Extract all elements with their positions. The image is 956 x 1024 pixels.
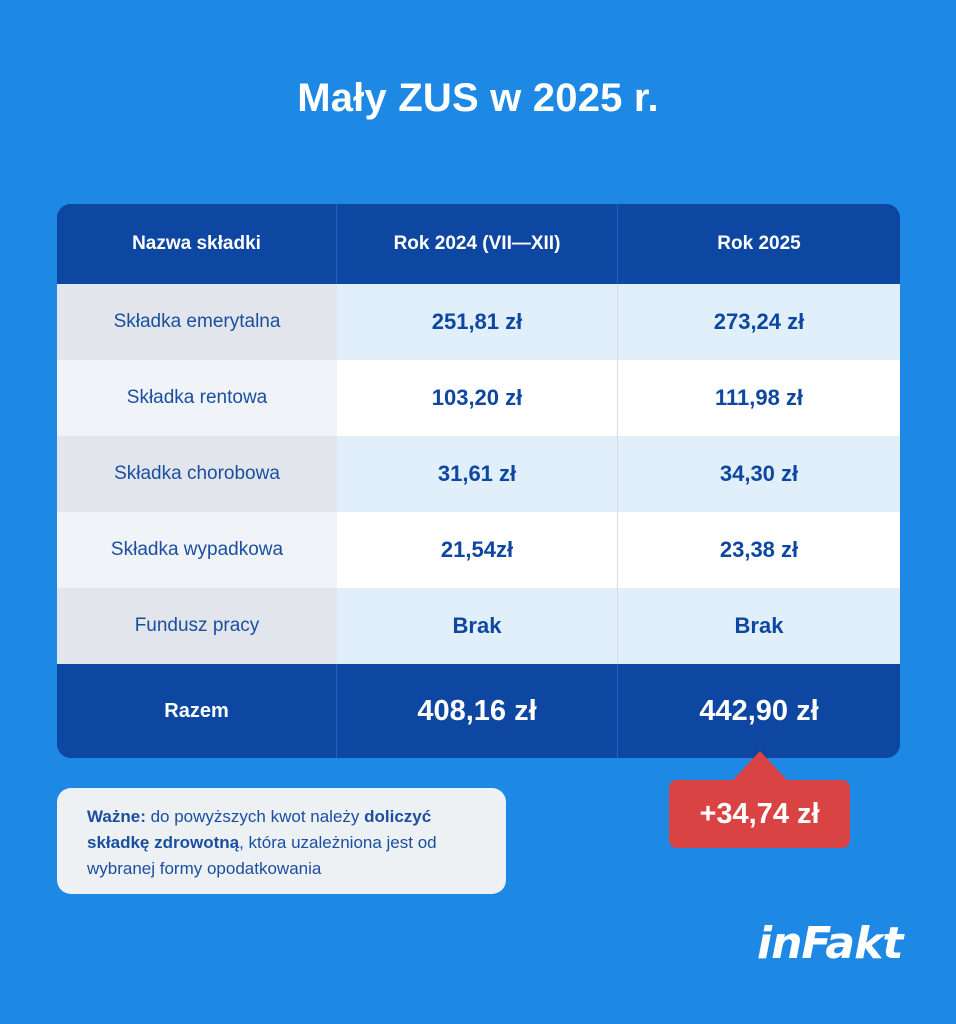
- row-label: Składka emerytalna: [57, 284, 337, 360]
- table-row: Składka emerytalna 251,81 zł 273,24 zł: [57, 284, 900, 360]
- row-label: Fundusz pracy: [57, 588, 337, 664]
- header-2025: Rok 2025: [717, 233, 801, 254]
- header-2024: Rok 2024 (VII—XII): [337, 204, 618, 284]
- table-row: Składka chorobowa 31,61 zł 34,30 zł: [57, 436, 900, 512]
- value-2024: 31,61 zł: [337, 436, 618, 512]
- contributions-table: Nazwa składki Rok 2024 (VII—XII) Rok 202…: [57, 204, 900, 758]
- total-label: Razem: [57, 664, 337, 758]
- table-header-row: Nazwa składki Rok 2024 (VII—XII) Rok 202…: [57, 204, 900, 284]
- row-label: Składka rentowa: [57, 360, 337, 436]
- table-row: Składka wypadkowa 21,54zł 23,38 zł: [57, 512, 900, 588]
- note-text: do powyższych kwot należy: [145, 807, 365, 826]
- table-total-row: Razem 408,16 zł 442,90 zł: [57, 664, 900, 758]
- value-2024: 21,54zł: [337, 512, 618, 588]
- header-name: Nazwa składki: [57, 204, 337, 284]
- note-bold-label: Ważne:: [87, 807, 146, 826]
- table-row: Składka rentowa 103,20 zł 111,98 zł: [57, 360, 900, 436]
- total-2024: 408,16 zł: [337, 664, 618, 758]
- badge-pointer: [732, 751, 788, 781]
- value-2025: 273,24 zł: [618, 284, 900, 360]
- value-2025: 23,38 zł: [618, 512, 900, 588]
- note-text-end: , która uzależniona jest od wybranej for…: [87, 833, 437, 878]
- row-label: Składka wypadkowa: [57, 512, 337, 588]
- total-2025: 442,90 zł: [699, 694, 819, 727]
- value-2024: 103,20 zł: [337, 360, 618, 436]
- value-2024: 251,81 zł: [337, 284, 618, 360]
- table-row: Fundusz pracy Brak Brak: [57, 588, 900, 664]
- page-title: Mały ZUS w 2025 r.: [297, 76, 659, 120]
- row-label: Składka chorobowa: [57, 436, 337, 512]
- value-2025: 34,30 zł: [618, 436, 900, 512]
- value-2025: Brak: [618, 588, 900, 664]
- note-bold-text: doliczyć składkę zdrowotną: [87, 807, 432, 852]
- value-2025: 111,98 zł: [618, 360, 900, 436]
- important-note: Ważne: do powyższych kwot należy doliczy…: [57, 788, 506, 894]
- value-2024: Brak: [337, 588, 618, 664]
- difference-badge: +34,74 zł: [669, 780, 850, 848]
- infakt-logo: inFakt: [757, 918, 903, 969]
